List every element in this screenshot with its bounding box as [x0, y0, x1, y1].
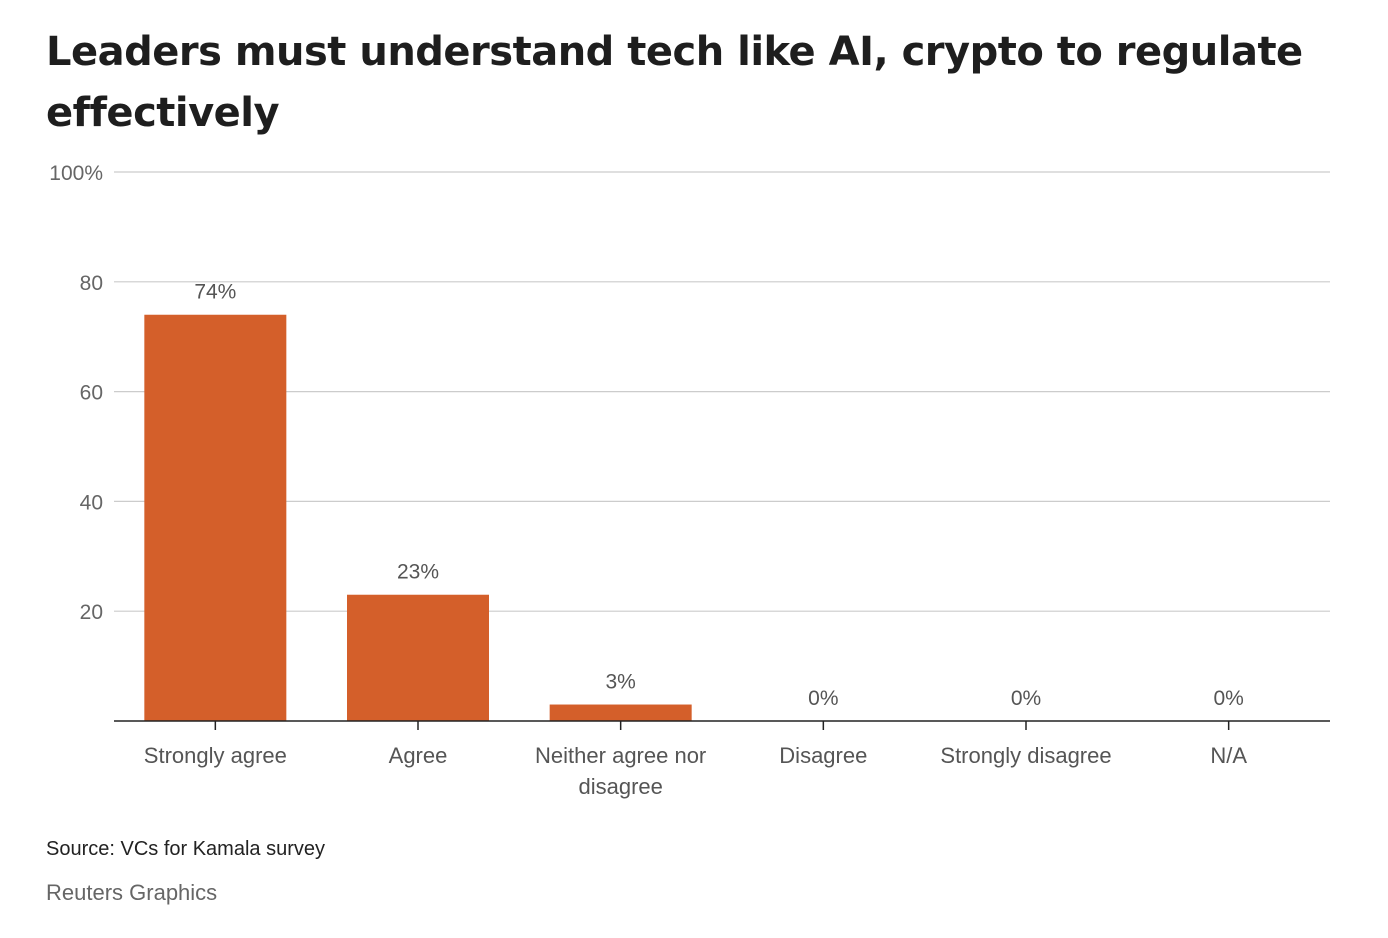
x-tick-label: Disagree [779, 743, 867, 768]
bar-value-label: 0% [1213, 687, 1243, 710]
y-axis-ticks: 20 40 60 80 100% [49, 162, 103, 624]
x-tick-label: Neither agree nor disagree [535, 743, 706, 799]
chart-title: Leaders must understand tech like AI, cr… [46, 29, 1303, 136]
x-tick-label: Strongly agree [144, 743, 287, 768]
bar-value-label: 3% [605, 671, 635, 694]
y-tick-label: 60 [80, 382, 103, 405]
bars [144, 314, 692, 721]
x-axis: Strongly agree Agree Neither agree nor disa… [114, 720, 1330, 799]
x-tick-label: Strongly disagree [940, 743, 1111, 768]
value-labels: 74% 23% 3% 0% 0% 0% [194, 281, 1244, 710]
source-note: Source: VCs for Kamala survey [46, 838, 325, 860]
bar-value-label: 0% [808, 687, 838, 710]
y-tick-label: 100% [49, 162, 103, 185]
bar-value-label: 0% [1011, 687, 1041, 710]
y-tick-label: 80 [80, 272, 103, 295]
x-tick-label: Agree [389, 743, 448, 768]
bar [144, 314, 287, 721]
y-tick-label: 40 [80, 491, 103, 514]
bar-value-label: 74% [194, 281, 236, 304]
credit-line: Reuters Graphics [46, 880, 218, 905]
bar-chart: 20 40 60 80 100% 74% 23% 3% 0% 0% 0% Strongly agr… [49, 162, 1330, 799]
x-tick-label: N/A [1210, 743, 1247, 768]
bar [347, 594, 489, 721]
gridlines [114, 171, 1330, 612]
y-tick-label: 20 [80, 601, 103, 624]
bar [549, 704, 692, 721]
bar-value-label: 23% [397, 561, 439, 584]
